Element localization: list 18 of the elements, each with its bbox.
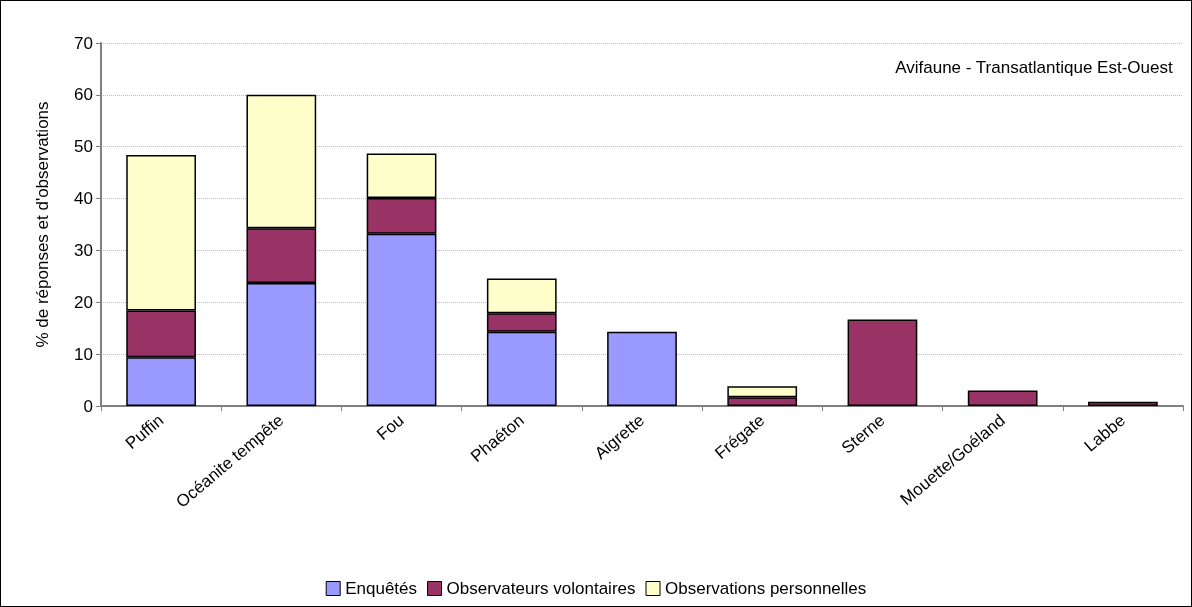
y-tick-label: 10 [74, 344, 93, 364]
y-tick-label: 0 [83, 396, 93, 416]
y-tick-label: 20 [74, 292, 93, 312]
y-tick-label: 30 [74, 240, 93, 260]
bar [1088, 401, 1158, 406]
legend-label: Enquêtés [345, 579, 418, 598]
y-tick-label: 40 [74, 189, 93, 209]
legend-label: Observations personnelles [665, 579, 867, 598]
x-tick-label: Fou [373, 410, 408, 445]
bar [847, 319, 918, 406]
legend-label: Observateurs volontaires [446, 579, 636, 598]
y-axis-title: % de réponses et d'observations [33, 101, 52, 348]
y-tick-label: 60 [74, 85, 93, 105]
annotation: Avifaune - Transatlantique Est-Ouest [895, 58, 1173, 77]
y-tick-label: 70 [74, 33, 93, 53]
bar [607, 331, 677, 406]
y-tick-label: 50 [74, 137, 93, 157]
bar [967, 390, 1038, 406]
